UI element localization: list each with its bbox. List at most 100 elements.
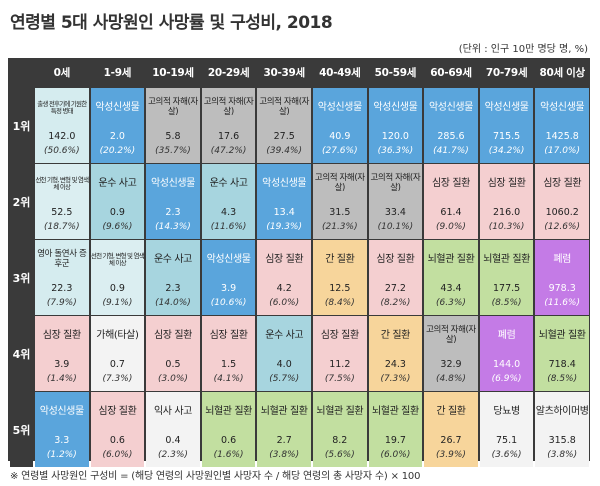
rate-value: 19.7: [384, 435, 406, 446]
share-value: (7.3%): [380, 374, 411, 384]
share-value: (8.4%): [324, 298, 355, 308]
share-value: (14.0%): [155, 298, 191, 308]
cause-cell: 폐렴 144.0 (6.9%): [479, 316, 534, 391]
share-value: (1.2%): [46, 450, 77, 460]
rate-value: 715.5: [492, 131, 521, 142]
rate-value: 216.0: [492, 207, 521, 218]
cause-label: 악성신생물: [206, 254, 251, 266]
rate-value: 24.3: [384, 359, 406, 370]
cause-cell: 운수 사고 4.0 (5.7%): [257, 316, 311, 391]
cause-cell: 간 질환 12.5 (8.4%): [313, 240, 367, 315]
cause-label: 심장 질환: [153, 330, 192, 342]
cause-cell: 심장 질환 4.2 (6.0%): [257, 240, 311, 315]
rate-value: 17.6: [218, 131, 240, 142]
share-value: (9.1%): [102, 298, 133, 308]
share-value: (27.6%): [321, 146, 358, 156]
share-value: (10.3%): [488, 222, 525, 232]
cause-cell: 운수 사고 0.9 (9.6%): [90, 164, 145, 239]
share-value: (3.8%): [269, 450, 300, 460]
footnote: ※ 연령별 사망원인 구성비 = (해당 연령의 사망원인별 사망자 수 / 해…: [10, 471, 421, 482]
rate-value: 1.5: [221, 359, 237, 370]
cause-label: 악성신생물: [150, 178, 195, 190]
cause-label: 고의적 자해(자살): [203, 97, 254, 117]
cause-cell: 악성신생물 715.5 (34.2%): [479, 88, 534, 163]
share-value: (35.7%): [155, 146, 191, 156]
cause-cell: 선천 기형, 변형 및 염색체 이상 52.5 (18.7%): [35, 164, 89, 239]
rate-value: 2.0: [109, 131, 125, 142]
cause-cell: 심장 질환 216.0 (10.3%): [479, 164, 534, 239]
chart-title: 연령별 5대 사망원인 사망률 및 구성비, 2018: [10, 13, 333, 33]
share-value: (7.3%): [102, 374, 133, 384]
rate-value: 43.4: [440, 283, 462, 294]
unit-label: (단위 : 인구 10만 명당 명, %): [458, 44, 588, 55]
share-value: (10.6%): [210, 298, 247, 308]
rate-value: 144.0: [492, 359, 521, 370]
rate-value: 27.2: [384, 283, 406, 294]
rate-value: 2.7: [276, 435, 292, 446]
column-header: 80세 이상: [535, 58, 589, 86]
cause-cell: 심장 질환 1060.2 (12.6%): [535, 164, 589, 239]
cause-label: 알츠하이머병: [535, 406, 589, 418]
cause-cell: 뇌혈관 질환 0.6 (1.6%): [201, 392, 256, 467]
rate-value: 1425.8: [545, 131, 579, 142]
cause-cell: 악성신생물 285.6 (41.7%): [424, 88, 478, 163]
share-value: (14.3%): [155, 222, 191, 232]
cause-cell: 악성신생물 1425.8 (17.0%): [535, 88, 589, 163]
share-value: (5.6%): [324, 450, 355, 460]
rate-value: 31.5: [329, 207, 351, 218]
rate-value: 27.5: [273, 131, 295, 142]
cause-label: 심장 질환: [543, 178, 582, 190]
share-value: (41.7%): [433, 146, 469, 156]
cause-cell: 고의적 자해(자살) 31.5 (21.3%): [313, 164, 367, 239]
cause-label: 운수 사고: [209, 178, 248, 190]
share-value: (11.6%): [210, 222, 247, 232]
cause-label: 당뇨병: [493, 406, 520, 418]
cause-label: 선천 기형, 변형 및 염색체 이상: [90, 251, 144, 267]
share-value: (6.3%): [436, 298, 466, 308]
rate-value: 75.1: [496, 435, 518, 446]
cause-label: 뇌혈관 질환: [316, 406, 364, 418]
rate-value: 3.3: [54, 435, 70, 446]
share-value: (3.0%): [158, 374, 188, 384]
cause-label: 고의적 자해(자살): [370, 173, 421, 193]
cause-label: 폐렴: [497, 330, 516, 342]
cause-label: 악성신생물: [540, 102, 585, 114]
cause-cell: 운수 사고 4.3 (11.6%): [201, 164, 256, 239]
cause-cell: 심장 질환 3.9 (1.4%): [35, 316, 89, 391]
cause-cell: 폐렴 978.3 (11.6%): [535, 240, 589, 315]
share-value: (12.6%): [544, 222, 580, 232]
rate-value: 11.2: [329, 359, 351, 370]
cause-cell: 악성신생물 13.4 (19.3%): [257, 164, 311, 239]
cause-cell: 악성신생물 40.9 (27.6%): [313, 88, 367, 163]
column-header: 60-69세: [424, 58, 478, 86]
share-value: (8.2%): [380, 298, 411, 308]
rate-value: 5.8: [165, 131, 181, 142]
cause-cell: 출생 전후기에 기원한 특정 병태 142.0 (50.6%): [35, 88, 89, 163]
rate-value: 2.3: [165, 283, 181, 294]
rank-label: 4위: [10, 316, 33, 391]
rate-value: 40.9: [329, 131, 351, 142]
cause-cell: 영아 돌연사 증후군 22.3 (7.9%): [35, 240, 89, 315]
share-value: (5.7%): [269, 374, 300, 384]
cause-label: 운수 사고: [98, 178, 137, 190]
rate-value: 4.2: [276, 283, 292, 294]
rate-value: 315.8: [548, 435, 576, 446]
rate-value: 1060.2: [545, 207, 579, 218]
cause-label: 악성신생물: [317, 102, 362, 114]
rank-label: 3위: [10, 240, 33, 315]
cause-cell: 익사 사고 0.4 (2.3%): [146, 392, 200, 467]
share-value: (17.0%): [544, 146, 580, 156]
cause-cell: 간 질환 24.3 (7.3%): [368, 316, 423, 391]
cause-cell: 뇌혈관 질환 43.4 (6.3%): [424, 240, 478, 315]
share-value: (21.3%): [321, 222, 358, 232]
cause-cell: 선천 기형, 변형 및 염색체 이상 0.9 (9.1%): [90, 240, 145, 315]
share-value: (1.6%): [213, 450, 244, 460]
cause-label: 폐렴: [553, 254, 571, 266]
cause-cell: 심장 질환 27.2 (8.2%): [368, 240, 423, 315]
cause-cell: 가해(타살) 0.7 (7.3%): [90, 316, 145, 391]
cause-label: 고의적 자해(자살): [259, 97, 310, 117]
column-header: 10-19세: [146, 58, 200, 86]
cause-label: 가해(타살): [96, 330, 139, 342]
cause-label: 고의적 자해(자살): [426, 325, 476, 345]
cause-label: 뇌혈관 질환: [205, 406, 252, 418]
